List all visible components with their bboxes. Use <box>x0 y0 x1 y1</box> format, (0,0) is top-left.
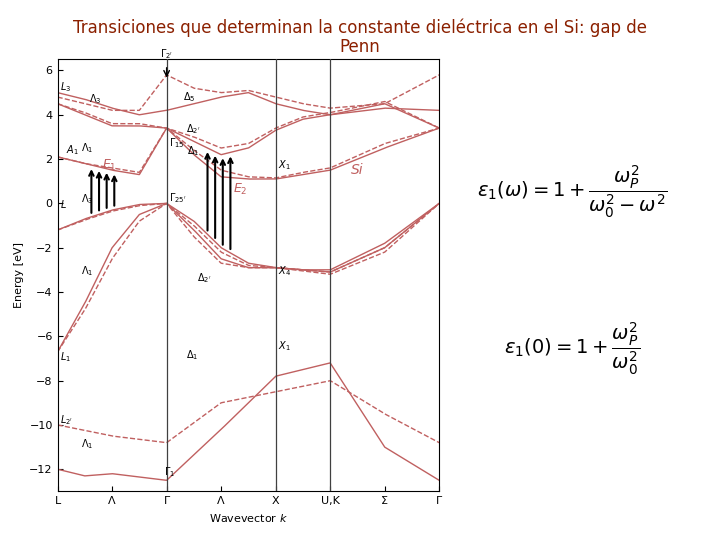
Text: $\Lambda_3$: $\Lambda_3$ <box>81 192 94 206</box>
Text: $\Lambda_1$: $\Lambda_1$ <box>81 141 94 155</box>
Text: $\Delta_{2^{\prime}}$: $\Delta_{2^{\prime}}$ <box>186 123 200 136</box>
Text: $\Gamma_{15}$: $\Gamma_{15}$ <box>169 136 185 150</box>
Text: Si: Si <box>351 163 364 177</box>
Text: $A_1$: $A_1$ <box>66 144 79 157</box>
Text: $\Delta_1$: $\Delta_1$ <box>187 145 199 158</box>
Text: $E_1$: $E_1$ <box>102 158 117 173</box>
X-axis label: Wavevector $k$: Wavevector $k$ <box>209 512 288 524</box>
Text: $\Delta_{2^{\prime}}$: $\Delta_{2^{\prime}}$ <box>197 271 211 285</box>
Text: $\varepsilon_1(\omega) = 1 + \dfrac{\omega_P^2}{\omega_0^2 - \omega^2}$: $\varepsilon_1(\omega) = 1 + \dfrac{\ome… <box>477 164 667 220</box>
Text: $\Delta_1$: $\Delta_1$ <box>186 348 198 362</box>
Text: $E_2$: $E_2$ <box>233 181 248 197</box>
Y-axis label: Energy [eV]: Energy [eV] <box>14 242 24 308</box>
Text: $L_{2^{\prime}}$: $L_{2^{\prime}}$ <box>60 413 73 427</box>
Text: $L_1$: $L_1$ <box>60 350 71 365</box>
Text: $\Lambda_1$: $\Lambda_1$ <box>81 264 94 278</box>
Text: $\Gamma_{25^{\prime}}$: $\Gamma_{25^{\prime}}$ <box>169 191 187 205</box>
Text: $X_4$: $X_4$ <box>279 264 292 278</box>
Text: Transiciones que determinan la constante dieléctrica en el Si: gap de: Transiciones que determinan la constante… <box>73 19 647 37</box>
Text: $\Lambda_3$: $\Lambda_3$ <box>89 92 102 106</box>
Text: $\Gamma_1$: $\Gamma_1$ <box>163 465 175 478</box>
Text: $\varepsilon_1(0) = 1 + \dfrac{\omega_P^2}{\omega_0^2}$: $\varepsilon_1(0) = 1 + \dfrac{\omega_P^… <box>504 320 641 376</box>
Text: $X_1$: $X_1$ <box>279 158 291 172</box>
Text: $\Delta_5$: $\Delta_5$ <box>183 90 196 104</box>
Text: $X_1$: $X_1$ <box>279 340 291 353</box>
Text: $\Lambda_1$: $\Lambda_1$ <box>81 437 94 451</box>
Text: $L_3$: $L_3$ <box>60 80 71 94</box>
Text: $L$: $L$ <box>60 198 67 210</box>
Text: Penn: Penn <box>340 38 380 56</box>
Text: $\Gamma_{2^{\prime}}$: $\Gamma_{2^{\prime}}$ <box>160 46 174 60</box>
